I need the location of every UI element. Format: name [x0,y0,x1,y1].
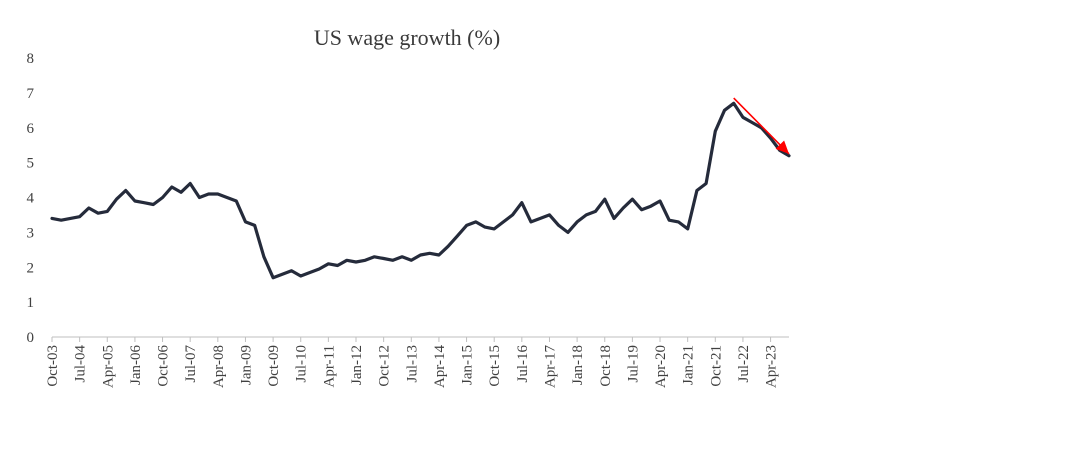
x-tick-label: Oct-18 [598,345,614,387]
x-tick-label: Jan-21 [681,345,697,385]
x-tick-label: Apr-05 [100,345,116,388]
x-tick-label: Jul-13 [404,345,420,383]
x-tick-label: Jan-09 [238,345,254,385]
y-tick-label: 8 [27,51,35,67]
x-tick-label: Jan-12 [349,345,365,385]
x-tick-label: Oct-09 [266,345,282,387]
x-tick-label: Apr-11 [321,345,337,387]
x-tick-label: Jul-04 [73,345,89,383]
x-tick-label: Jul-19 [625,345,641,383]
x-tick-label: Apr-14 [432,345,448,389]
y-tick-label: 0 [27,330,35,346]
x-tick-label: Oct-21 [708,345,724,387]
trend-arrow-head [775,140,789,154]
x-tick-label: Oct-15 [487,345,503,387]
y-axis-ticks: 0 1 2 3 4 5 6 7 8 [27,51,35,346]
y-tick-label: 1 [27,295,35,311]
y-tick-label: 3 [27,225,35,241]
wage-growth-line [50,101,791,280]
x-tick-label: Oct-06 [156,345,172,387]
x-tick-label: Apr-17 [542,345,558,389]
x-tick-label: Oct-03 [45,345,61,387]
x-tick-label: Apr-08 [211,345,227,388]
y-tick-label: 5 [27,156,35,172]
y-tick-label: 6 [27,121,35,137]
x-tick-label: Jul-10 [294,345,310,383]
trend-arrow-shaft [733,97,790,155]
y-tick-label: 4 [27,191,35,207]
x-tick-label: Apr-20 [653,345,669,388]
y-tick-label: 2 [27,260,35,276]
y-tick-label: 7 [27,86,35,102]
x-tick-label: Apr-23 [764,345,780,388]
x-tick-label: Jan-18 [570,345,586,385]
annotations [733,97,790,155]
x-tick-label: Jan-15 [460,345,476,385]
x-tick-label: Jan-06 [128,345,144,385]
x-tick-label: Jul-22 [736,345,752,383]
x-axis-ticks: Oct-03 Jul-04 Apr-05 Jan-06 Oct-06 Jul-07 Apr-… [45,337,780,388]
x-tick-label: Oct-12 [377,345,393,387]
x-tick-label: Jul-07 [183,345,199,383]
x-tick-label: Jul-16 [515,345,531,383]
chart-title: US wage growth (%) [314,25,500,50]
